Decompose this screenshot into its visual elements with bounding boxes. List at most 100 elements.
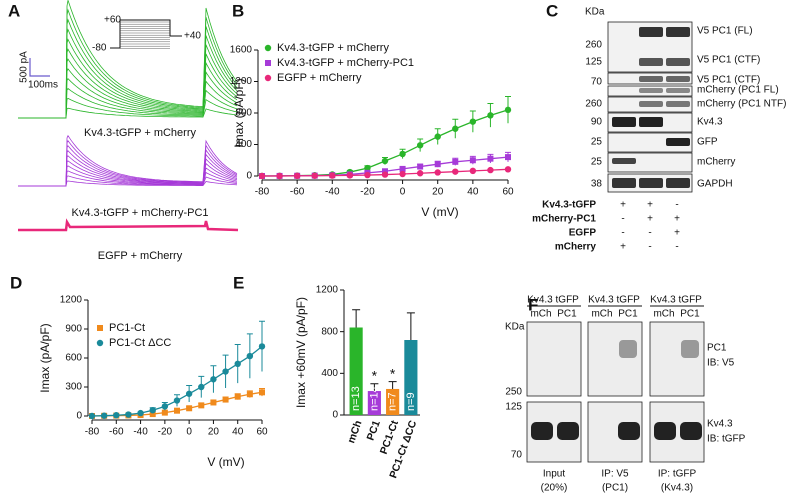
blot-band xyxy=(666,76,690,82)
protocol-label: +40 xyxy=(184,31,201,42)
data-point xyxy=(234,360,241,367)
condition-sign: - xyxy=(648,228,651,239)
band-label: mCherry (PC1 NTF) xyxy=(697,99,786,110)
panel-letter: B xyxy=(232,1,244,20)
mw-marker: 38 xyxy=(591,179,603,190)
blot-band xyxy=(666,138,690,146)
error-bar xyxy=(352,309,361,328)
protocol-label: -80 xyxy=(92,43,107,54)
lane-label: mCh xyxy=(653,309,674,320)
condition-sign: + xyxy=(674,214,680,225)
mw-marker: 70 xyxy=(511,450,523,461)
data-point xyxy=(505,154,511,161)
data-point xyxy=(234,393,241,400)
data-point xyxy=(381,171,389,178)
blot-box xyxy=(649,321,705,397)
data-point xyxy=(434,161,441,168)
x-axis-label: V (mV) xyxy=(207,455,244,469)
lane-label: mCh xyxy=(530,309,551,320)
y-tick-label: 1200 xyxy=(230,76,253,87)
x-tick-label: -60 xyxy=(109,427,124,438)
y-axis-label: Imax (pA/pF) xyxy=(232,78,246,147)
data-point xyxy=(246,352,254,360)
data-point xyxy=(258,172,266,180)
blot-band xyxy=(654,422,676,440)
current-trace xyxy=(18,160,238,187)
error-bar xyxy=(370,383,379,392)
current-trace xyxy=(18,155,238,187)
data-point xyxy=(173,397,181,404)
y-tick-label: 0 xyxy=(332,410,338,421)
caption: (20%) xyxy=(541,483,568,494)
blot-label: Kv4.3 xyxy=(707,419,733,430)
blot-box xyxy=(587,321,643,397)
data-point xyxy=(364,171,371,179)
data-point xyxy=(346,172,354,179)
data-point xyxy=(382,168,388,175)
blot-band xyxy=(618,422,640,440)
significance: * xyxy=(390,366,396,382)
current-trace xyxy=(18,87,238,119)
legend-marker xyxy=(264,74,272,82)
blot-label: IB: V5 xyxy=(707,358,735,369)
legend-label: PC1-Ct ΔCC xyxy=(109,337,171,349)
x-tick-label: -20 xyxy=(158,427,173,438)
y-tick-label: 400 xyxy=(235,139,252,150)
data-point xyxy=(259,389,265,396)
blot-band xyxy=(619,340,637,358)
data-point xyxy=(469,118,477,125)
blot-band xyxy=(680,422,702,440)
data-point xyxy=(469,157,476,164)
mw-marker: 25 xyxy=(591,137,603,148)
data-point xyxy=(452,158,459,165)
x-tick-label: PC1 xyxy=(365,419,383,442)
blot-band xyxy=(639,58,663,66)
current-trace xyxy=(18,0,238,119)
legend-marker xyxy=(96,339,104,347)
data-point xyxy=(149,407,156,414)
caption: IP: V5 xyxy=(601,469,629,480)
bar xyxy=(349,327,363,415)
mw-marker: 260 xyxy=(585,99,602,110)
x-tick-label: -40 xyxy=(133,427,148,438)
condition-sign: + xyxy=(620,200,626,211)
data-point xyxy=(452,125,459,132)
blot-band xyxy=(639,88,663,93)
current-trace xyxy=(18,68,238,119)
current-trace xyxy=(18,165,238,187)
blot-band xyxy=(557,422,579,440)
x-tick-label: 20 xyxy=(208,427,220,438)
n-label: n=14 xyxy=(368,386,380,411)
legend-marker xyxy=(264,44,272,52)
y-tick-label: 800 xyxy=(321,326,338,337)
panel-letter: F xyxy=(528,295,538,314)
y-tick-label: 0 xyxy=(76,411,82,422)
panel-letter: C xyxy=(546,1,558,20)
blot-band xyxy=(666,101,690,107)
data-point xyxy=(487,166,494,174)
condition-name: Kv4.3-tGFP xyxy=(542,200,596,211)
condition-name: EGFP xyxy=(569,228,597,239)
data-point xyxy=(186,405,193,412)
x-tick-label: 40 xyxy=(232,427,244,438)
panel-letter: D xyxy=(10,273,22,292)
data-point xyxy=(364,164,371,172)
data-point xyxy=(504,106,512,114)
blot-band xyxy=(639,101,663,107)
n-label: n=7 xyxy=(387,392,399,411)
blot-band xyxy=(681,340,699,358)
x-tick-label: -80 xyxy=(85,427,100,438)
x-tick-label: 20 xyxy=(432,187,444,198)
protocol-label: +60 xyxy=(104,15,121,26)
current-trace xyxy=(18,170,238,187)
data-point xyxy=(161,403,169,410)
x-tick-label: 40 xyxy=(467,187,479,198)
condition-name: mCherry xyxy=(555,242,597,253)
blot-band xyxy=(531,422,553,440)
band-label: V5 PC1 (CTF) xyxy=(697,75,760,86)
trace-label: EGFP + mCherry xyxy=(98,250,183,262)
blot-band xyxy=(612,158,636,164)
lane-label: mCh xyxy=(591,309,612,320)
